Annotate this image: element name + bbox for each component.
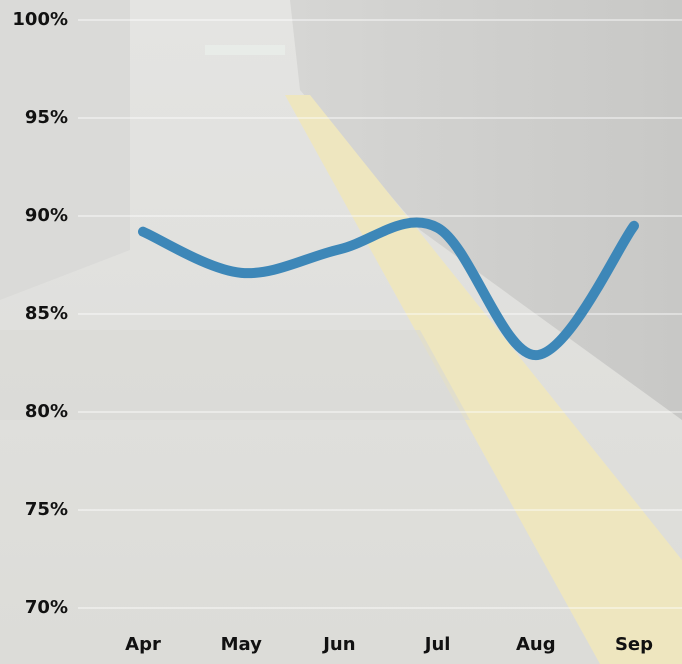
line [138,217,639,361]
x-tick-label: Aug [516,634,556,655]
y-tick-label: 80% [25,401,68,422]
y-tick-label: 75% [25,499,68,520]
y-tick-label: 70% [25,597,68,618]
y-tick-label: 95% [25,107,68,128]
x-tick-label: May [221,634,263,655]
y-tick-label: 90% [25,205,68,226]
x-tick-label: Sep [615,634,653,655]
x-tick-label: Apr [125,634,161,655]
x-tick-label: Jun [321,634,355,655]
y-tick-label: 100% [12,9,68,30]
x-tick-label: Jul [423,634,451,655]
y-tick-label: 85% [25,303,68,324]
